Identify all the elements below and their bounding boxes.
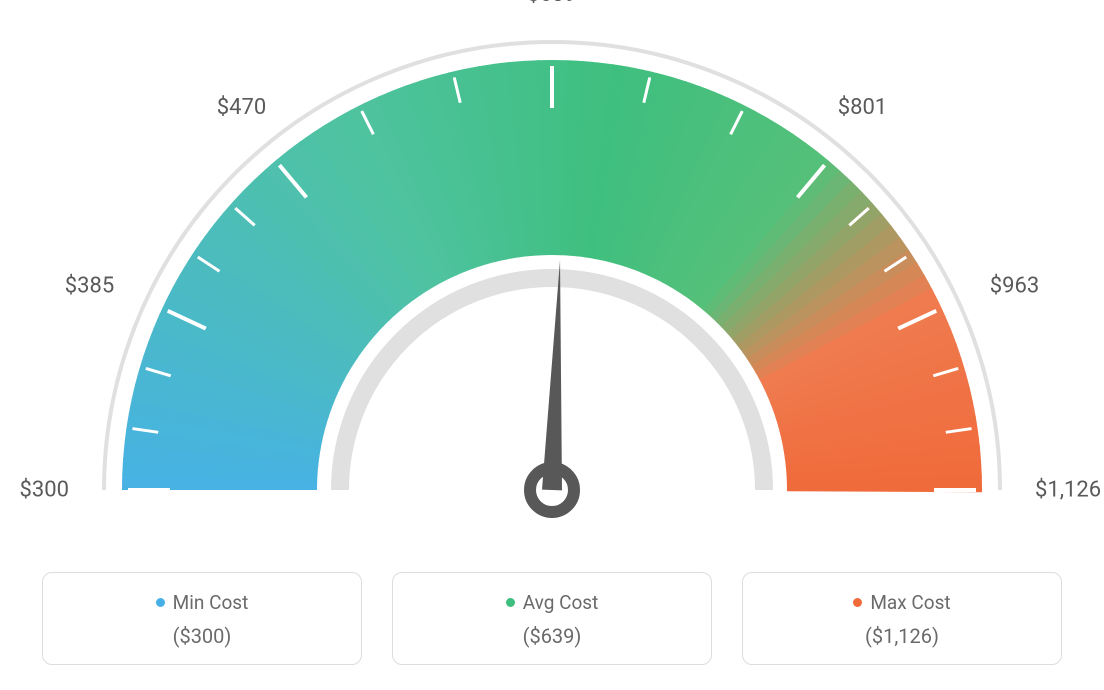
gauge-tick-label: $385: [65, 273, 114, 298]
gauge-tick-label: $639: [527, 0, 576, 7]
legend-card-avg: Avg Cost ($639): [392, 572, 712, 665]
legend-value-min: ($300): [53, 624, 351, 648]
legend-row: Min Cost ($300) Avg Cost ($639) Max Cost…: [0, 572, 1104, 665]
legend-title-max: Max Cost: [853, 591, 950, 614]
legend-card-min: Min Cost ($300): [42, 572, 362, 665]
gauge-chart: $300 $385 $470 $639 $801 $963 $1,126: [0, 0, 1104, 560]
gauge-tick-label: $300: [20, 478, 69, 503]
legend-value-avg: ($639): [403, 624, 701, 648]
legend-value-max: ($1,126): [753, 624, 1051, 648]
gauge-tick-label: $470: [217, 95, 266, 120]
gauge-tick-label: $801: [838, 95, 887, 120]
gauge-tick-label: $1,126: [1035, 478, 1101, 503]
legend-card-max: Max Cost ($1,126): [742, 572, 1062, 665]
legend-title-avg: Avg Cost: [506, 591, 599, 614]
legend-title-min: Min Cost: [156, 591, 249, 614]
gauge-tick-label: $963: [990, 273, 1039, 298]
